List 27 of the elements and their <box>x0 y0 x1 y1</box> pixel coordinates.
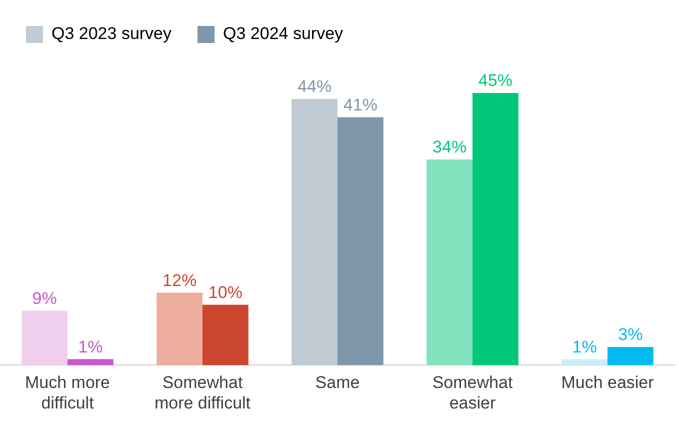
data-label: 44% <box>298 77 332 96</box>
bar <box>608 347 654 366</box>
bar <box>472 93 518 366</box>
data-label: 1% <box>78 337 103 356</box>
bar <box>562 359 608 366</box>
bar <box>22 310 68 366</box>
bar <box>338 117 384 366</box>
bar <box>292 99 338 366</box>
data-label: 41% <box>343 95 378 114</box>
data-label: 3% <box>618 325 643 344</box>
data-label: 9% <box>32 288 57 308</box>
bar <box>156 292 202 366</box>
legend-label: Q3 2024 survey <box>223 24 344 44</box>
legend-label: Q3 2023 survey <box>52 24 172 44</box>
x-tick-label: Much more difficult <box>24 373 110 412</box>
data-label: 1% <box>572 337 597 356</box>
bar <box>426 160 472 366</box>
x-tick-label: Same <box>315 373 360 392</box>
x-tick-label: Much easier <box>561 373 654 392</box>
x-tick-label: Somewhat more difficult <box>154 373 251 412</box>
data-label: 45% <box>478 71 512 90</box>
bar <box>202 304 248 366</box>
data-label: 10% <box>208 282 242 302</box>
bar <box>68 359 114 366</box>
x-tick-label: Somewhat easier <box>432 373 513 412</box>
data-label: 34% <box>432 138 467 157</box>
data-label: 12% <box>162 270 197 290</box>
